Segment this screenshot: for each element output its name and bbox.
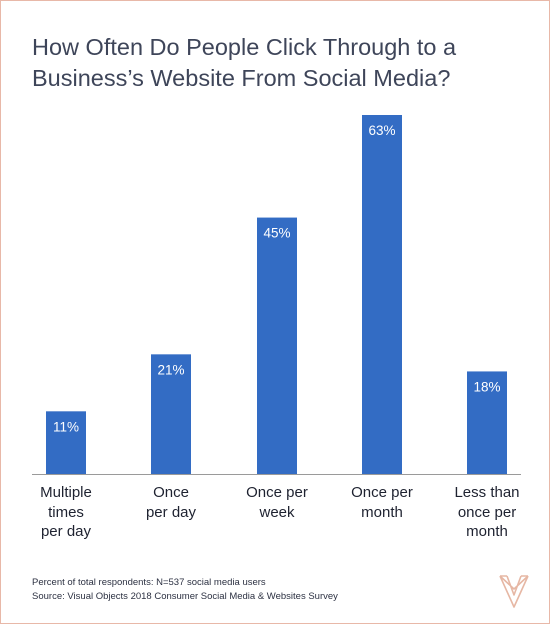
category-label-line: times — [48, 503, 84, 521]
bar-value-label-1: 21% — [157, 362, 184, 377]
respondents-note: Percent of total respondents: N=537 soci… — [32, 577, 266, 588]
bar-1 — [151, 354, 191, 474]
category-label-3: Once per month — [327, 483, 437, 522]
bar-3 — [362, 115, 402, 474]
visual-objects-v-logo-icon — [499, 575, 529, 608]
category-label-4: Less than once per month — [432, 483, 542, 542]
category-label-line: Once per — [351, 484, 413, 501]
bar-4 — [467, 371, 507, 474]
category-label-line: Less than — [454, 484, 520, 501]
category-label-line: per day — [145, 503, 197, 521]
chart-title-line-1: How Often Do People Click Through to a — [32, 34, 457, 60]
bar-value-label-3: 63% — [368, 123, 395, 138]
source-note: Source: Visual Objects 2018 Consumer Soc… — [32, 591, 338, 602]
category-label-line: month — [361, 503, 403, 521]
bar-2 — [257, 217, 297, 475]
bar-value-label-0: 11% — [53, 419, 79, 434]
category-label-line: per day — [40, 523, 92, 540]
category-label-0: Multiple times per day — [11, 483, 121, 542]
category-label-1: Once per day — [116, 483, 226, 522]
category-label-line: Once per — [246, 484, 308, 501]
bar-0 — [46, 411, 86, 474]
chart-title-line-2: Business’s Website From Social Media? — [32, 65, 451, 91]
category-label-line: Once — [153, 484, 189, 501]
category-label-2: Once per week — [222, 483, 332, 522]
category-label-line: once per — [457, 503, 517, 521]
category-label-line: month — [466, 523, 508, 540]
category-label-line: Multiple — [40, 484, 92, 501]
chart-title: How Often Do People Click Through to a B… — [32, 32, 502, 94]
bar-value-label-4: 18% — [473, 379, 500, 394]
category-label-line: week — [259, 503, 295, 521]
bar-value-label-2: 45% — [263, 226, 290, 241]
